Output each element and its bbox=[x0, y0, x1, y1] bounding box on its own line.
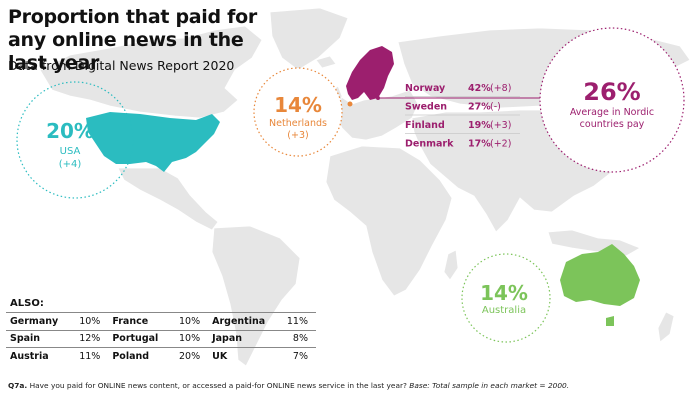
footnote: Q7a. Have you paid for ONLINE news conte… bbox=[8, 381, 694, 390]
also-value: 11% bbox=[278, 312, 316, 330]
netherlands-circle bbox=[253, 67, 343, 157]
nordic-country-denmark: Denmark bbox=[405, 139, 454, 150]
map-canada bbox=[39, 25, 263, 119]
nordic-change-sweden: (-) bbox=[490, 102, 501, 113]
also-value: 11% bbox=[70, 347, 109, 365]
netherlands-change: (+3) bbox=[287, 130, 308, 141]
also-row: Spain 12% Portugal 10% Japan 8% bbox=[6, 329, 316, 348]
nordic-country-sweden: Sweden bbox=[405, 102, 447, 113]
nordic-change-finland: (+3) bbox=[490, 120, 511, 131]
nordic-change-norway: (+8) bbox=[490, 83, 511, 94]
map-madagascar bbox=[443, 249, 459, 281]
usa-value: 20% bbox=[46, 119, 94, 143]
footnote-base: Base: Total sample in each market = 2000… bbox=[409, 381, 570, 390]
also-table: Germany 10% France 10% Argentina 11% Spain 12% P… bbox=[6, 312, 316, 365]
also-row: Germany 10% France 10% Argentina 11% bbox=[6, 312, 316, 330]
also-country: Japan bbox=[208, 329, 279, 348]
also-country: Poland bbox=[108, 347, 171, 365]
nordic-label-line1: Average in Nordic bbox=[570, 107, 654, 118]
usa-circle bbox=[16, 81, 134, 199]
map-africa bbox=[325, 145, 453, 297]
chart-title: Proportion that paid for any online news… bbox=[8, 6, 257, 74]
also-value: 12% bbox=[70, 329, 109, 348]
map-mexico bbox=[117, 167, 219, 231]
map-iceland bbox=[315, 55, 337, 69]
map-europe bbox=[335, 89, 419, 141]
nordic-circle bbox=[539, 27, 685, 173]
netherlands-value: 14% bbox=[274, 93, 322, 117]
also-value: 8% bbox=[278, 329, 316, 348]
netherlands-label: Netherlands bbox=[269, 118, 327, 129]
also-country: Spain bbox=[6, 329, 71, 348]
map-greenland bbox=[269, 7, 349, 71]
usa-label: USA bbox=[60, 146, 81, 157]
australia-value: 14% bbox=[480, 281, 528, 305]
usa-shape bbox=[86, 112, 220, 172]
also-country: Portugal bbox=[108, 329, 171, 348]
also-country: UK bbox=[208, 347, 279, 365]
chart-subtitle: Data from Digital News Report 2020 bbox=[8, 58, 235, 73]
map-new-zealand bbox=[657, 311, 675, 343]
nordic-shape bbox=[346, 46, 394, 100]
nordic-change-denmark: (+2) bbox=[490, 139, 511, 150]
nordic-country-finland: Finland bbox=[405, 120, 445, 131]
also-value: 10% bbox=[170, 312, 209, 330]
map-indonesia bbox=[547, 229, 641, 257]
netherlands-dot bbox=[347, 101, 353, 107]
also-value: 10% bbox=[170, 329, 209, 348]
nordic-value-norway: 42% bbox=[468, 83, 491, 94]
also-country: France bbox=[108, 312, 171, 330]
also-value: 20% bbox=[170, 347, 209, 365]
also-value: 7% bbox=[278, 347, 316, 365]
nordic-value: 26% bbox=[583, 78, 640, 106]
also-value: 10% bbox=[70, 312, 109, 330]
callout-texts: 20% USA (+4) 14% Netherlands (+3) 14% Au… bbox=[46, 78, 654, 316]
usa-change: (+4) bbox=[59, 159, 82, 170]
nordic-country-norway: Norway bbox=[405, 83, 446, 94]
nordic-value-denmark: 17% bbox=[468, 139, 491, 150]
australia-label: Australia bbox=[482, 305, 526, 316]
also-title: ALSO: bbox=[10, 298, 44, 309]
australia-shape bbox=[560, 244, 640, 306]
also-row: Austria 11% Poland 20% UK 7% bbox=[6, 347, 316, 365]
nordic-dot bbox=[376, 96, 380, 100]
tasmania-shape bbox=[606, 316, 614, 326]
also-country: Germany bbox=[6, 312, 71, 330]
footnote-question: Have you paid for ONLINE news content, o… bbox=[29, 381, 407, 390]
footnote-code: Q7a. bbox=[8, 381, 28, 390]
nordic-list: Norway 42% (+8) Sweden 27% (-) Finland 19% (+3) D… bbox=[405, 83, 520, 150]
nordic-value-sweden: 27% bbox=[468, 102, 491, 113]
also-country: Austria bbox=[6, 347, 71, 365]
australia-circle bbox=[461, 253, 551, 343]
also-country: Argentina bbox=[208, 312, 279, 330]
nordic-label-line2: countries pay bbox=[580, 119, 645, 130]
nordic-value-finland: 19% bbox=[468, 120, 491, 131]
